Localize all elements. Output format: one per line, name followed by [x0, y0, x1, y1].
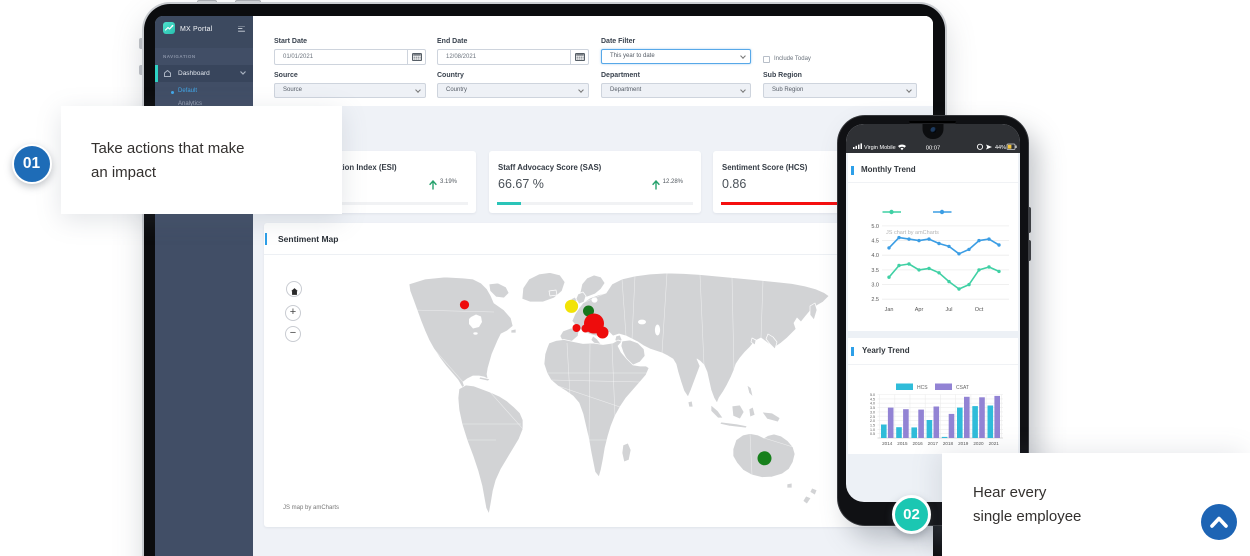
svg-text:4.5: 4.5: [871, 239, 879, 245]
svg-text:Jan: Jan: [885, 307, 894, 313]
svg-text:Jul: Jul: [945, 307, 952, 313]
svg-text:2.0: 2.0: [870, 419, 875, 423]
svg-text:Apr: Apr: [915, 307, 924, 313]
svg-text:2014: 2014: [882, 441, 893, 446]
svg-text:1.5: 1.5: [870, 423, 875, 427]
svg-text:CSAT: CSAT: [956, 385, 969, 391]
svg-text:3.0: 3.0: [871, 283, 879, 289]
svg-text:2015: 2015: [897, 441, 908, 446]
svg-text:2016: 2016: [912, 441, 923, 446]
svg-text:4.0: 4.0: [871, 253, 879, 259]
svg-text:4.5: 4.5: [870, 397, 875, 401]
svg-text:0.5: 0.5: [870, 432, 875, 436]
svg-text:HCS: HCS: [917, 385, 928, 391]
svg-text:2018: 2018: [943, 441, 954, 446]
svg-text:Virgin Mobile: Virgin Mobile: [864, 145, 896, 151]
svg-text:2.5: 2.5: [871, 297, 879, 303]
svg-text:3.5: 3.5: [870, 406, 875, 410]
svg-text:44%: 44%: [995, 145, 1006, 151]
svg-text:00:07: 00:07: [926, 146, 941, 152]
svg-text:5.0: 5.0: [871, 224, 879, 230]
svg-text:2020: 2020: [973, 441, 984, 446]
svg-text:3.5: 3.5: [871, 268, 879, 274]
svg-text:5.0: 5.0: [870, 393, 875, 397]
svg-text:Oct: Oct: [975, 307, 984, 313]
svg-text:2019: 2019: [958, 441, 969, 446]
svg-text:4.0: 4.0: [870, 402, 875, 406]
svg-text:2017: 2017: [928, 441, 939, 446]
svg-text:JS chart by amCharts: JS chart by amCharts: [886, 230, 939, 236]
svg-text:2.5: 2.5: [870, 415, 875, 419]
svg-text:2021: 2021: [989, 441, 1000, 446]
svg-text:3.0: 3.0: [870, 410, 875, 414]
svg-text:1.0: 1.0: [870, 428, 875, 432]
